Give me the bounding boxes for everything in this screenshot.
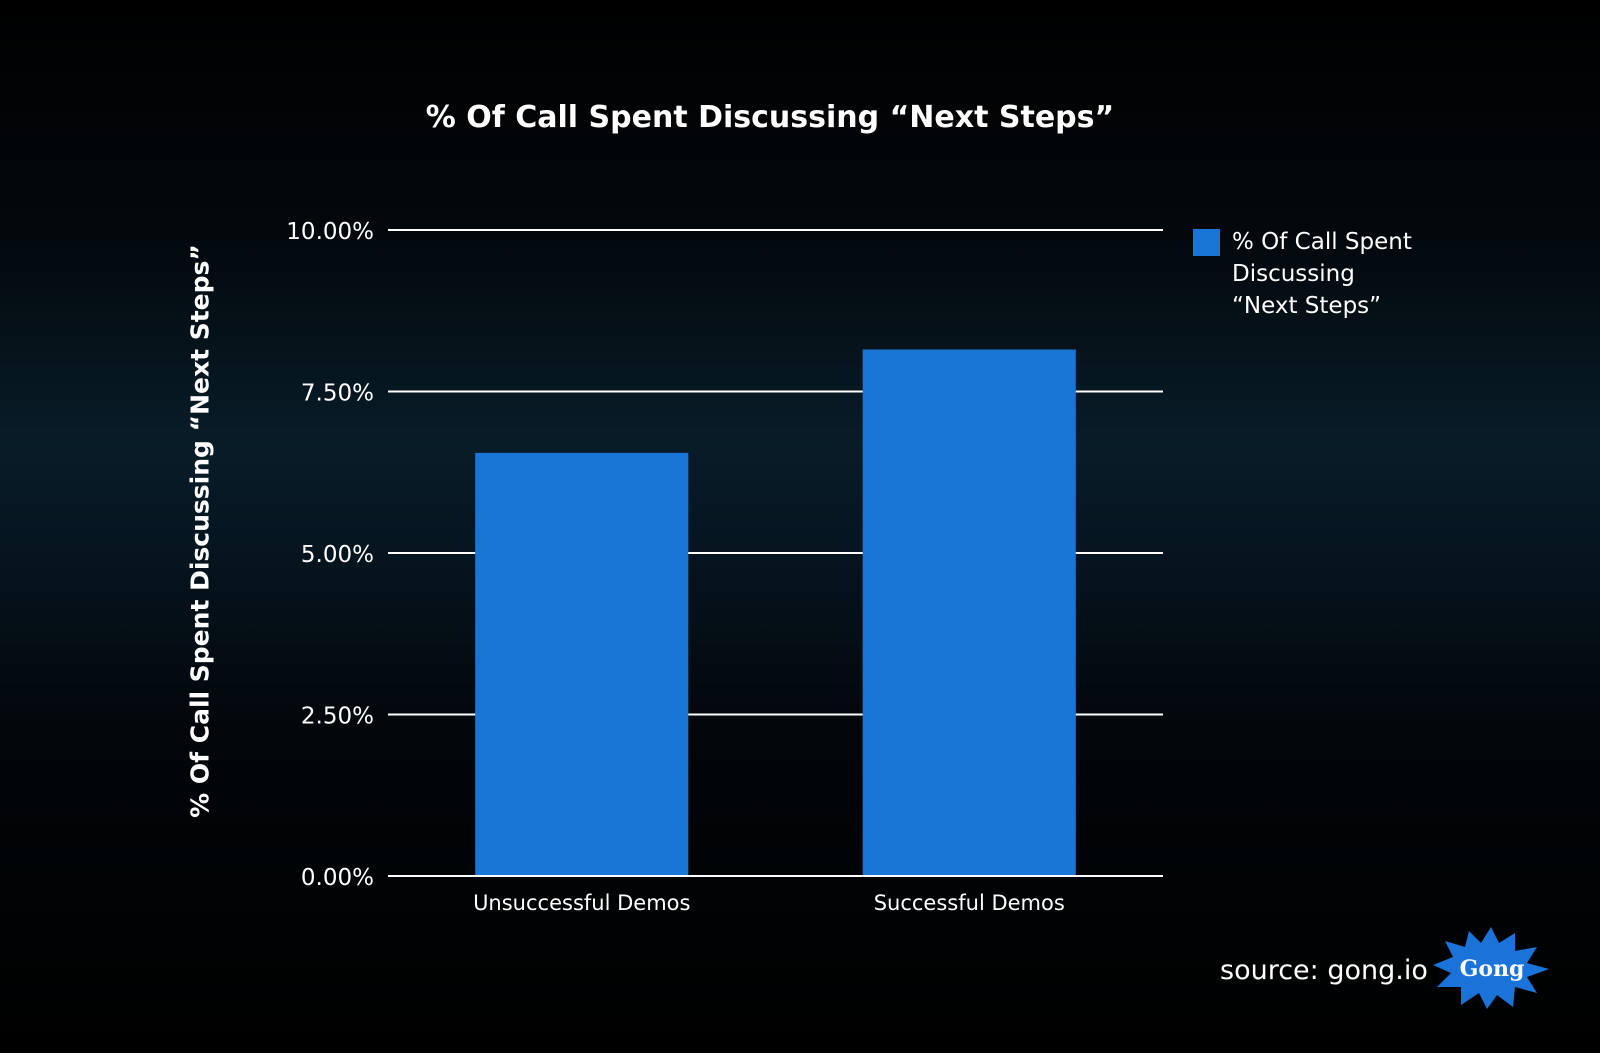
y-tick-label: 2.50% xyxy=(301,704,374,730)
y-tick-label: 10.00% xyxy=(286,219,374,245)
gong-logo: Gong xyxy=(1433,927,1549,1009)
gong-logo-burst xyxy=(1433,927,1549,1009)
legend-label-line-1: % Of Call Spent Discussing xyxy=(1232,229,1412,287)
y-tick-label: 5.00% xyxy=(301,542,374,568)
source-text: source: gong.io xyxy=(1220,955,1428,986)
bar xyxy=(475,452,689,876)
chart-title: % Of Call Spent Discussing “Next Steps” xyxy=(425,100,1115,135)
legend-swatch xyxy=(1193,229,1220,256)
y-tick-label: 7.50% xyxy=(301,381,374,407)
legend: % Of Call Spent Discussing “Next Steps” xyxy=(1193,226,1532,322)
x-tick-label: Successful Demos xyxy=(874,891,1065,915)
bar xyxy=(862,349,1076,876)
gong-logo-text: Gong xyxy=(1460,956,1525,982)
legend-label-line-2: “Next Steps” xyxy=(1232,293,1382,319)
legend-label: % Of Call Spent Discussing “Next Steps” xyxy=(1232,226,1532,322)
x-tick-label: Unsuccessful Demos xyxy=(473,891,690,915)
y-tick-label: 0.00% xyxy=(301,865,374,891)
